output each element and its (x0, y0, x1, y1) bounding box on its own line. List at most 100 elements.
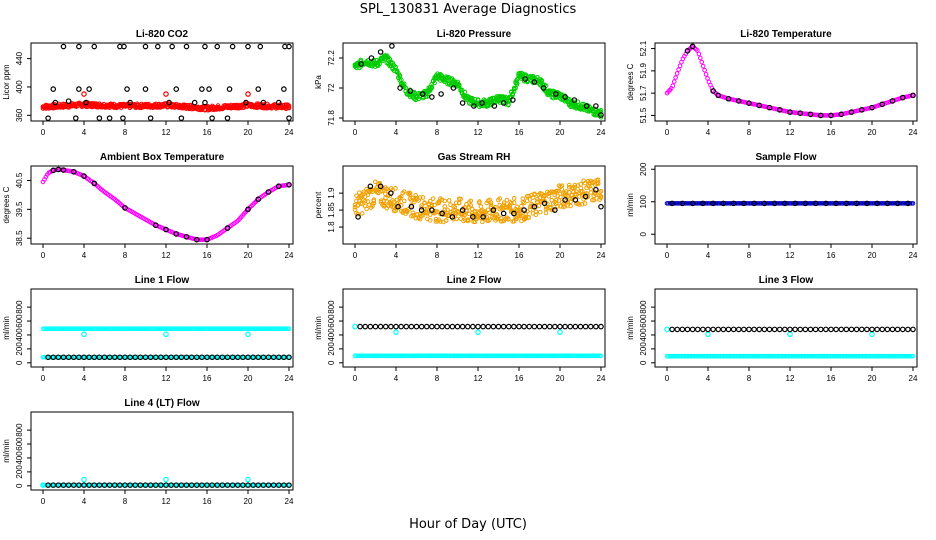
data-point (199, 326, 205, 331)
data-point (124, 86, 130, 92)
data-point (741, 353, 746, 359)
data-point (435, 353, 440, 359)
data-point (705, 326, 711, 333)
data-point (542, 198, 547, 204)
data-point (877, 201, 883, 206)
data-point (459, 353, 465, 359)
y-tick-label: 600 (327, 314, 336, 328)
data-point (771, 353, 777, 359)
data-point (784, 353, 790, 359)
data-point (870, 201, 875, 206)
data-point (81, 326, 86, 331)
data-point (794, 353, 800, 359)
data-point (114, 326, 120, 331)
data-point (172, 326, 177, 331)
chart-title: Li-820 CO2 (136, 29, 189, 40)
data-point (522, 353, 527, 359)
data-point (752, 353, 758, 359)
data-point (224, 354, 231, 361)
data-point (266, 326, 272, 331)
data-point (414, 353, 420, 359)
data-point (364, 206, 369, 212)
data-point (553, 353, 559, 359)
data-point (835, 353, 841, 359)
chart-title: Line 4 (LT) Flow (124, 398, 200, 409)
data-point (871, 201, 877, 206)
data-point (555, 203, 560, 209)
data-point (163, 354, 169, 361)
data-point (45, 326, 50, 331)
data-point (368, 353, 374, 359)
data-point (280, 326, 286, 331)
data-point (902, 353, 907, 359)
data-point (533, 212, 539, 218)
data-point (488, 353, 494, 359)
x-tick-label: 24 (285, 128, 294, 137)
data-point (455, 353, 461, 359)
data-point (193, 354, 200, 361)
y-tick-label: 800 (15, 423, 24, 437)
data-point (694, 326, 701, 333)
data-point (206, 86, 212, 92)
data-point (120, 326, 125, 331)
data-point (91, 326, 96, 331)
data-point (408, 323, 415, 330)
data-point (207, 482, 212, 488)
x-tick-label: 20 (868, 128, 877, 137)
data-point (910, 353, 916, 359)
data-point (826, 353, 832, 359)
data-point (163, 91, 169, 97)
x-tick-label: 8 (123, 497, 128, 506)
data-point (359, 211, 365, 216)
data-point (401, 81, 407, 87)
data-point (176, 326, 182, 331)
data-point (286, 354, 292, 361)
data-point (847, 353, 852, 359)
data-point (490, 353, 495, 359)
data-point (193, 482, 200, 488)
data-point (275, 482, 282, 488)
x-tick-label: 24 (909, 374, 918, 383)
data-point (679, 353, 684, 359)
data-point (478, 204, 484, 209)
data-point (819, 353, 825, 359)
data-point (900, 353, 906, 359)
data-point (170, 326, 176, 331)
data-point (49, 326, 54, 331)
data-point (178, 115, 185, 121)
data-point (519, 353, 524, 359)
y-tick-label: 0 (639, 360, 648, 365)
y-tick-label: 51.9 (639, 63, 648, 79)
chart-title: Gas Stream RH (438, 152, 511, 163)
data-point (715, 326, 722, 333)
data-point (713, 201, 719, 206)
data-point (746, 326, 752, 333)
plot-frame (342, 42, 606, 122)
data-point (176, 482, 182, 488)
data-point (435, 209, 440, 215)
data-point (517, 353, 523, 359)
data-point (110, 326, 115, 331)
x-tick-label: 0 (665, 251, 670, 260)
data-point (479, 100, 485, 106)
data-point (412, 90, 417, 96)
data-point (739, 353, 745, 359)
data-point (204, 354, 210, 361)
data-point (127, 326, 133, 331)
data-point (598, 107, 604, 113)
data-point (250, 482, 256, 488)
plot-frame (654, 42, 918, 122)
data-point (158, 354, 164, 361)
data-point (562, 94, 568, 100)
x-tick-label: 16 (203, 128, 212, 137)
data-point (456, 353, 462, 359)
data-point (429, 84, 434, 90)
x-tick-label: 16 (203, 374, 212, 383)
data-point (807, 111, 814, 118)
data-point (183, 354, 190, 361)
data-point (572, 197, 579, 203)
data-point (746, 100, 752, 106)
data-point (542, 193, 547, 199)
data-point (557, 323, 563, 330)
data-point (477, 200, 482, 206)
